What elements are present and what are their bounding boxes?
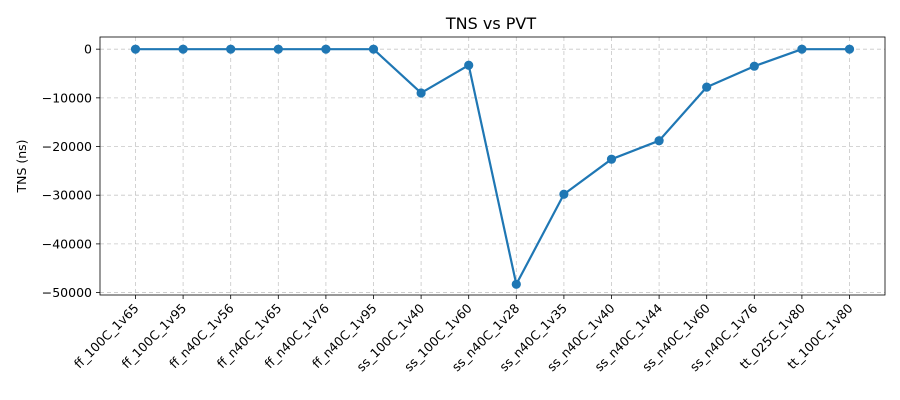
- grid: [100, 37, 885, 295]
- y-tick-label: 0: [84, 42, 92, 57]
- data-point: [797, 44, 807, 54]
- data-point: [273, 44, 283, 54]
- data-point: [464, 60, 474, 70]
- y-axis-label: TNS (ns): [14, 139, 29, 193]
- data-point: [749, 61, 759, 71]
- data-point: [606, 154, 617, 164]
- data-point: [559, 189, 569, 199]
- y-tick-label: −20000: [42, 139, 92, 154]
- data-point: [226, 44, 236, 54]
- plot-frame: [99, 36, 886, 296]
- chart-title: TNS vs PVT: [445, 14, 536, 33]
- y-axis: 0 −10000 −20000 −30000 −40000 −50000: [42, 42, 100, 300]
- data-point: [130, 44, 141, 54]
- data-point: [368, 44, 379, 54]
- data-point: [178, 44, 188, 54]
- y-tick-label: −50000: [42, 285, 92, 300]
- x-axis: ff_100C_1v65ff_100C_1v95ff_n40C_1v56ff_n…: [71, 295, 856, 374]
- y-tick-label: −10000: [42, 90, 92, 105]
- series-line: [135, 48, 850, 286]
- y-tick-label: −30000: [42, 188, 92, 203]
- series-layer: [130, 44, 855, 289]
- data-point: [702, 82, 712, 92]
- data-point: [844, 44, 855, 54]
- data-point: [321, 44, 331, 54]
- data-point: [511, 279, 521, 289]
- data-point: [416, 88, 426, 98]
- y-tick-label: −40000: [42, 236, 92, 251]
- data-point: [654, 136, 664, 146]
